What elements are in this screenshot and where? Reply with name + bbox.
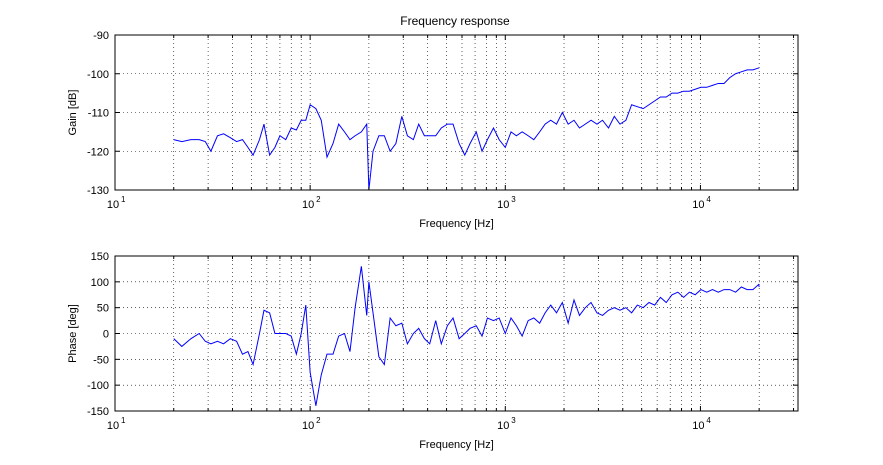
- phase-x-axis-label: Frequency [Hz]: [419, 439, 494, 451]
- gain-tick-marks: [114, 34, 798, 191]
- phase-x-tick-label: 10 1: [107, 416, 126, 432]
- gain-x-tick-exponent: 2: [316, 195, 321, 204]
- gain-x-tick-label: 10 3: [497, 195, 516, 211]
- phase-axes-background: [115, 256, 798, 411]
- gain-y-tick-label: -100: [87, 69, 109, 81]
- gain-x-tick-base: 10: [107, 199, 119, 211]
- phase-x-tick-base: 10: [302, 420, 314, 432]
- gain-y-tick-label: -110: [88, 108, 109, 120]
- gain-y-tick-label: -90: [93, 30, 109, 42]
- phase-x-tick-exponent: 4: [706, 416, 711, 425]
- gain-x-tick-base: 10: [302, 199, 314, 211]
- phase-y-tick-label: 100: [91, 277, 109, 289]
- gain-x-tick-exponent: 1: [121, 195, 126, 204]
- phase-x-tick-exponent: 2: [316, 416, 321, 425]
- phase-y-tick-label: 50: [97, 303, 109, 315]
- phase-x-tick-label: 10 2: [302, 416, 321, 432]
- gain-x-axis-label: Frequency [Hz]: [419, 218, 494, 230]
- gain-x-tick-label: 10 4: [692, 195, 711, 211]
- gain-x-tick-exponent: 3: [511, 195, 516, 204]
- gain-x-tick-base: 10: [692, 199, 704, 211]
- phase-y-tick-label: -50: [93, 354, 109, 366]
- gain-x-tick-label: 10 2: [302, 195, 321, 211]
- gain-y-axis-label: Gain [dB]: [67, 90, 79, 136]
- phase-x-tick-label: 10 4: [692, 416, 711, 432]
- gain-x-tick-base: 10: [497, 199, 509, 211]
- gain-series-line: [173, 67, 760, 191]
- gain-y-tick-label: -130: [87, 185, 109, 197]
- phase-x-tick-exponent: 1: [121, 416, 126, 425]
- phase-tick-marks: [114, 255, 798, 412]
- phase-x-tick-label: 10 3: [497, 416, 516, 432]
- phase-x-tick-base: 10: [692, 420, 704, 432]
- figure-title: Frequency response: [400, 14, 510, 28]
- gain-y-tick-label: -120: [87, 146, 109, 158]
- phase-y-tick-label: 150: [91, 251, 109, 263]
- phase-x-tick-base: 10: [107, 420, 119, 432]
- gain-axes-background: [115, 35, 798, 190]
- phase-y-axis-label: Phase [deg]: [67, 304, 79, 363]
- phase-series-line: [173, 266, 760, 406]
- phase-y-tick-label: -150: [87, 406, 109, 418]
- gain-x-tick-exponent: 4: [706, 195, 711, 204]
- phase-y-tick-label: 0: [103, 329, 109, 341]
- gain-x-tick-label: 10 1: [107, 195, 126, 211]
- phase-x-tick-base: 10: [497, 420, 509, 432]
- phase-y-tick-label: -100: [87, 380, 109, 392]
- phase-x-tick-exponent: 3: [511, 416, 516, 425]
